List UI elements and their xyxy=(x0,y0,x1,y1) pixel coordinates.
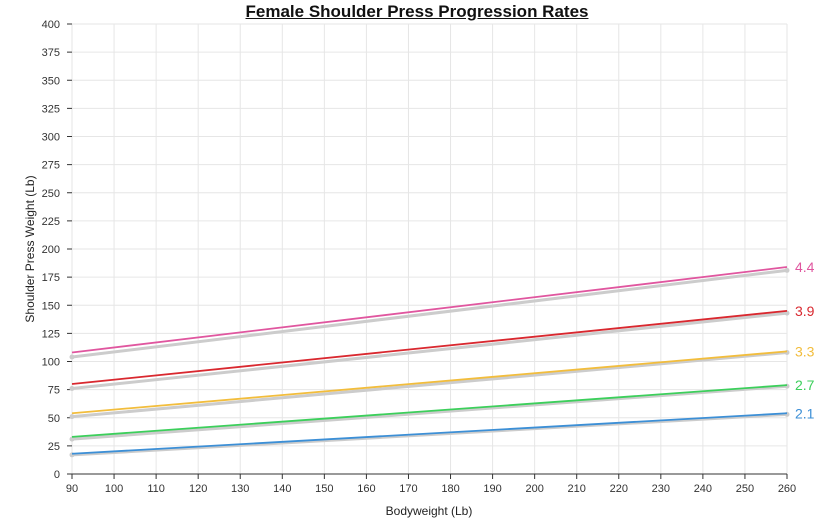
y-tick-label: 200 xyxy=(42,244,60,256)
trend-point xyxy=(69,414,75,420)
trend-line-2.7 xyxy=(71,384,788,441)
x-tick-label: 240 xyxy=(694,483,712,495)
y-tick-label: 325 xyxy=(42,103,60,115)
y-tick-label: 300 xyxy=(42,132,60,144)
series-line-3.3 xyxy=(71,350,788,415)
y-tick-label: 225 xyxy=(42,216,60,228)
x-tick-label: 150 xyxy=(315,483,333,495)
y-tick-label: 175 xyxy=(42,272,60,284)
trend-point xyxy=(784,267,790,273)
y-tick-label: 100 xyxy=(42,357,60,369)
y-tick-label: 75 xyxy=(48,385,60,397)
y-tick-label: 350 xyxy=(42,75,60,87)
trend-line-3.9 xyxy=(71,311,788,390)
x-tick-label: 140 xyxy=(273,483,291,495)
x-tick-label: 160 xyxy=(357,483,375,495)
x-tick-label: 190 xyxy=(483,483,501,495)
x-axis-label: Bodyweight (Lb) xyxy=(386,504,473,518)
x-tick-label: 180 xyxy=(441,483,459,495)
series-label: 2.1 xyxy=(795,405,815,421)
tick-labels: 90 100 110 120 130 140 150 160 170 180 190 200 210 22… xyxy=(42,19,797,495)
series-label: 2.7 xyxy=(795,377,815,393)
y-tick-label: 125 xyxy=(42,328,60,340)
series-label: 3.9 xyxy=(795,303,815,319)
x-tick-label: 120 xyxy=(189,483,207,495)
series-line-4.4 xyxy=(71,266,788,354)
trend-line-4.4 xyxy=(71,268,788,359)
y-tick-label: 25 xyxy=(48,441,60,453)
series-label: 4.4 xyxy=(795,259,815,275)
trend-point xyxy=(69,386,75,391)
trend-line-3.3 xyxy=(71,351,788,419)
x-tick-label: 250 xyxy=(736,483,754,495)
series-label: 3.3 xyxy=(795,343,815,359)
trend-point xyxy=(69,436,75,442)
y-tick-label: 0 xyxy=(54,469,60,481)
y-tick-label: 150 xyxy=(42,300,60,312)
x-tick-label: 130 xyxy=(231,483,249,495)
x-tick-label: 110 xyxy=(147,483,165,495)
y-tick-label: 375 xyxy=(42,47,60,59)
y-tick-label: 275 xyxy=(42,160,60,172)
series-line-2.7 xyxy=(71,384,788,438)
y-tick-label: 250 xyxy=(42,188,60,200)
axes xyxy=(67,23,788,479)
series-line-2.1 xyxy=(71,412,788,455)
x-tick-label: 200 xyxy=(525,483,543,495)
x-tick-label: 90 xyxy=(66,483,78,495)
y-tick-label: 400 xyxy=(42,19,60,31)
series-line-3.9 xyxy=(71,309,788,385)
x-tick-label: 220 xyxy=(610,483,628,495)
trend-point xyxy=(69,354,75,360)
trend-line-2.1 xyxy=(71,412,788,457)
x-tick-label: 170 xyxy=(399,483,417,495)
chart-title: Female Shoulder Press Progression Rates xyxy=(245,2,589,21)
y-axis-label: Shoulder Press Weight (Lb) xyxy=(23,175,37,322)
x-tick-label: 100 xyxy=(105,483,123,495)
series-lines: 4.4 3.9 3.3 2.7 2.1 xyxy=(69,259,815,458)
x-tick-label: 210 xyxy=(568,483,586,495)
y-tick-label: 50 xyxy=(48,413,60,425)
x-tick-label: 260 xyxy=(778,483,796,495)
x-tick-label: 230 xyxy=(652,483,670,495)
